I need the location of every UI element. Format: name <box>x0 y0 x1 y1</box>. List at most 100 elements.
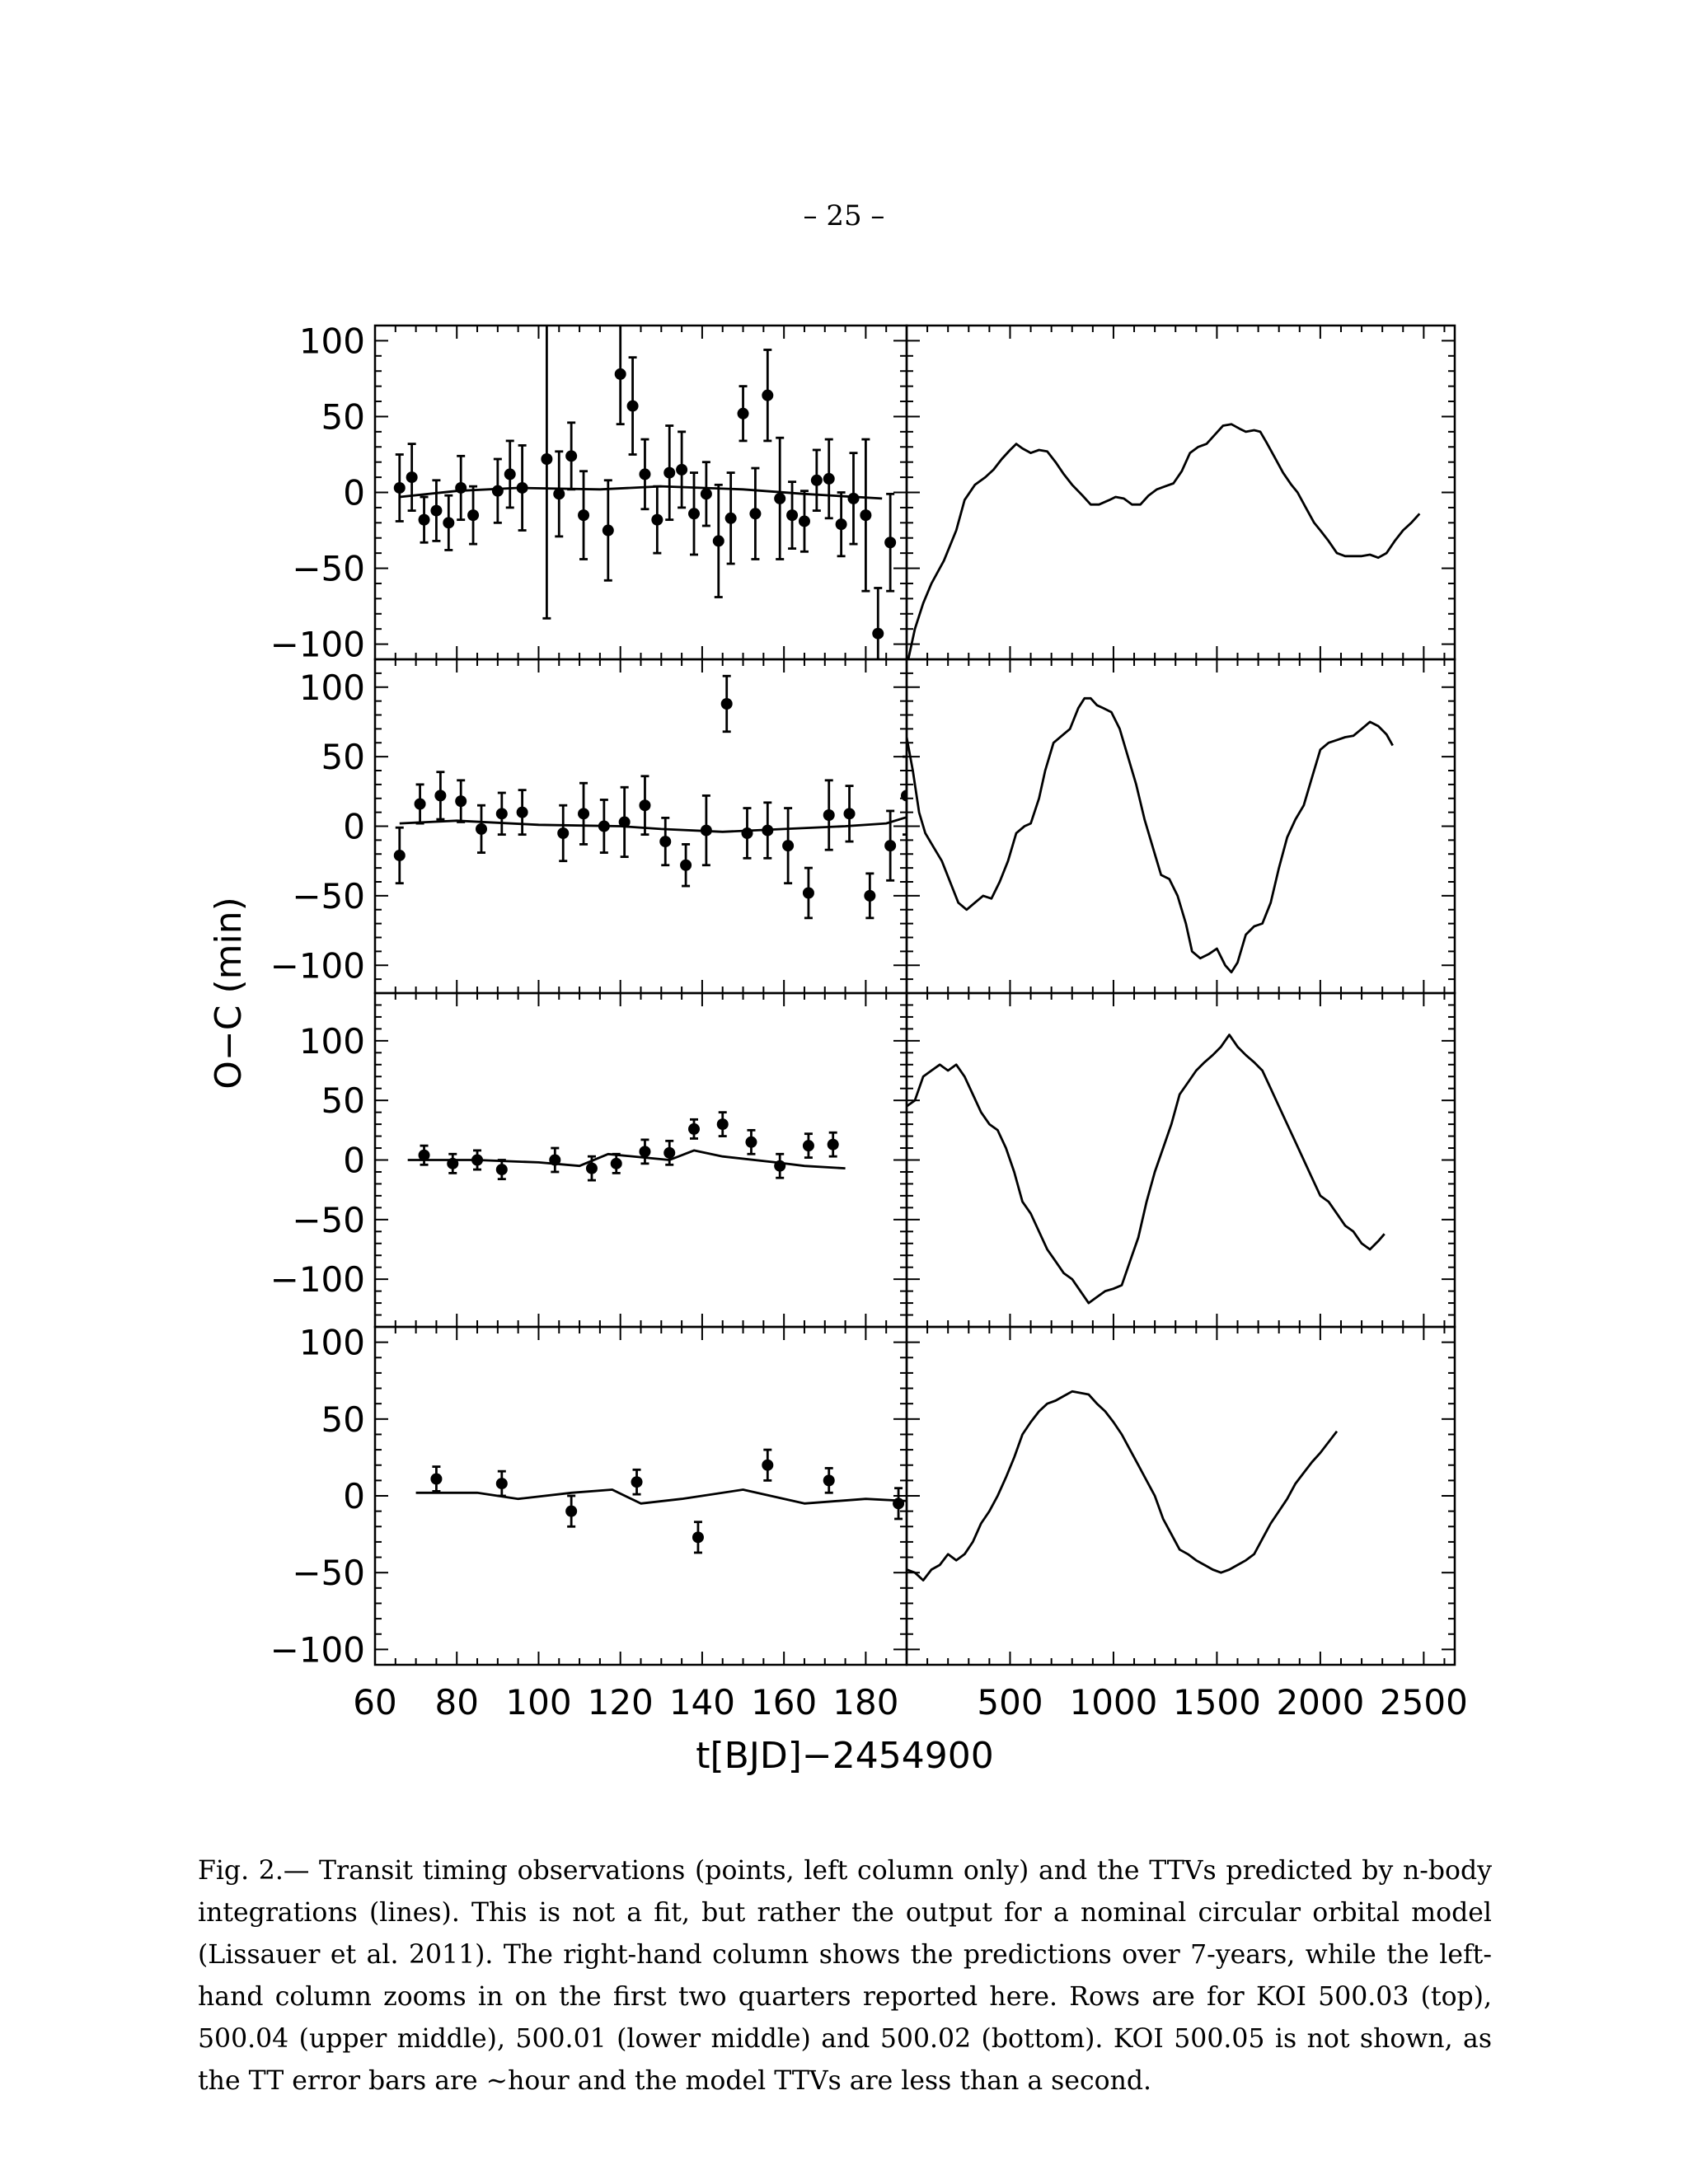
data-point <box>626 356 639 456</box>
panel-right-2 <box>905 991 1456 1329</box>
x-tick-label: 60 <box>353 1682 396 1722</box>
data-point <box>495 1469 508 1497</box>
data-point <box>565 421 578 491</box>
panel-left-2: 100 50 0 −50 −100 <box>270 991 908 1329</box>
x-tick-label: 160 <box>751 1682 817 1722</box>
data-point <box>917 803 929 894</box>
model-line <box>399 485 883 500</box>
y-tick-label: −100 <box>270 625 365 665</box>
panel-frame <box>905 324 1456 661</box>
data-point <box>774 1152 786 1179</box>
y-tick-label: 50 <box>321 396 365 437</box>
panel-frame <box>905 658 1456 995</box>
data-point <box>798 490 810 553</box>
data-point <box>782 807 795 885</box>
data-point <box>872 587 884 659</box>
data-point <box>614 326 626 426</box>
data-point <box>786 480 799 551</box>
y-tick-label: 50 <box>321 1080 365 1121</box>
data-point <box>414 783 426 825</box>
x-tick-label: 1500 <box>1173 1682 1261 1722</box>
y-tick-label: −50 <box>292 549 365 589</box>
y-tick-label: 50 <box>321 1399 365 1440</box>
y-tick-label: 50 <box>321 737 365 777</box>
data-point <box>495 791 508 837</box>
data-point <box>455 779 467 823</box>
data-point <box>802 866 814 920</box>
data-point <box>762 349 774 443</box>
data-point <box>598 799 610 854</box>
data-point <box>639 1138 651 1165</box>
y-tick-label: 0 <box>343 473 365 513</box>
data-point <box>651 485 663 555</box>
data-point <box>585 1155 598 1182</box>
data-point <box>639 438 651 511</box>
y-tick-label: −50 <box>292 876 365 916</box>
y-tick-label: 100 <box>299 321 365 361</box>
data-point <box>631 1468 643 1496</box>
data-point <box>893 1487 905 1521</box>
data-point <box>565 1494 578 1528</box>
panel-right-3 <box>905 1325 1456 1666</box>
data-point <box>659 816 672 867</box>
y-tick-label: 100 <box>299 668 365 708</box>
panel-right-1 <box>905 658 1456 995</box>
data-point <box>823 779 835 851</box>
data-point <box>467 485 480 546</box>
y-tick-label: −50 <box>292 1553 365 1593</box>
data-point <box>495 1159 508 1181</box>
data-point <box>578 781 590 846</box>
ttv-figure: 100500−50−100100500−50−100100500−50−1001… <box>208 321 1468 1777</box>
model-line <box>399 816 907 833</box>
data-point <box>860 438 872 593</box>
data-point <box>476 804 487 854</box>
data-point <box>724 471 737 565</box>
data-point <box>618 785 631 859</box>
data-point <box>393 453 406 523</box>
data-point <box>774 436 786 560</box>
figure-caption: Fig. 2.— Transit timing observations (po… <box>198 1856 1492 2096</box>
data-point <box>720 674 733 733</box>
data-point <box>762 1448 774 1482</box>
model-line <box>907 696 1394 974</box>
data-point <box>802 1132 814 1160</box>
data-point <box>557 804 570 863</box>
data-point <box>1105 1503 1117 1534</box>
y-tick-label: −100 <box>270 1259 365 1300</box>
y-tick-label: 0 <box>343 1476 365 1516</box>
data-point <box>639 775 651 837</box>
data-point <box>823 1467 835 1494</box>
y-tick-label: 100 <box>299 1021 365 1062</box>
panel-left-1: 100 50 0 −50 −100 <box>270 658 929 995</box>
data-point <box>393 826 406 885</box>
data-point <box>762 801 774 860</box>
x-tick-label: 80 <box>435 1682 479 1722</box>
x-tick-label: 180 <box>832 1682 898 1722</box>
model-line <box>415 1488 907 1505</box>
data-point <box>737 385 749 443</box>
data-point <box>549 1146 561 1174</box>
data-point <box>810 448 823 512</box>
data-point <box>610 1152 622 1174</box>
data-point <box>741 807 753 860</box>
data-point <box>676 430 688 509</box>
data-point <box>430 479 443 542</box>
data-point <box>447 1152 459 1174</box>
data-point <box>692 1521 704 1554</box>
data-point <box>843 785 856 843</box>
model-line <box>907 1033 1386 1305</box>
data-point <box>884 809 897 882</box>
data-point <box>688 1118 700 1140</box>
data-point <box>700 461 712 527</box>
x-tick-label: 120 <box>588 1682 654 1722</box>
data-point <box>443 494 455 551</box>
data-point <box>716 1111 729 1137</box>
data-point <box>504 439 516 509</box>
x-tick-label: 100 <box>505 1682 571 1722</box>
data-point <box>700 794 712 867</box>
data-point <box>578 470 590 560</box>
x-tick-label: 140 <box>669 1682 735 1722</box>
x-tick-label: 2000 <box>1276 1682 1364 1722</box>
panel-frame <box>905 1325 1456 1666</box>
y-tick-label: 0 <box>343 1141 365 1181</box>
